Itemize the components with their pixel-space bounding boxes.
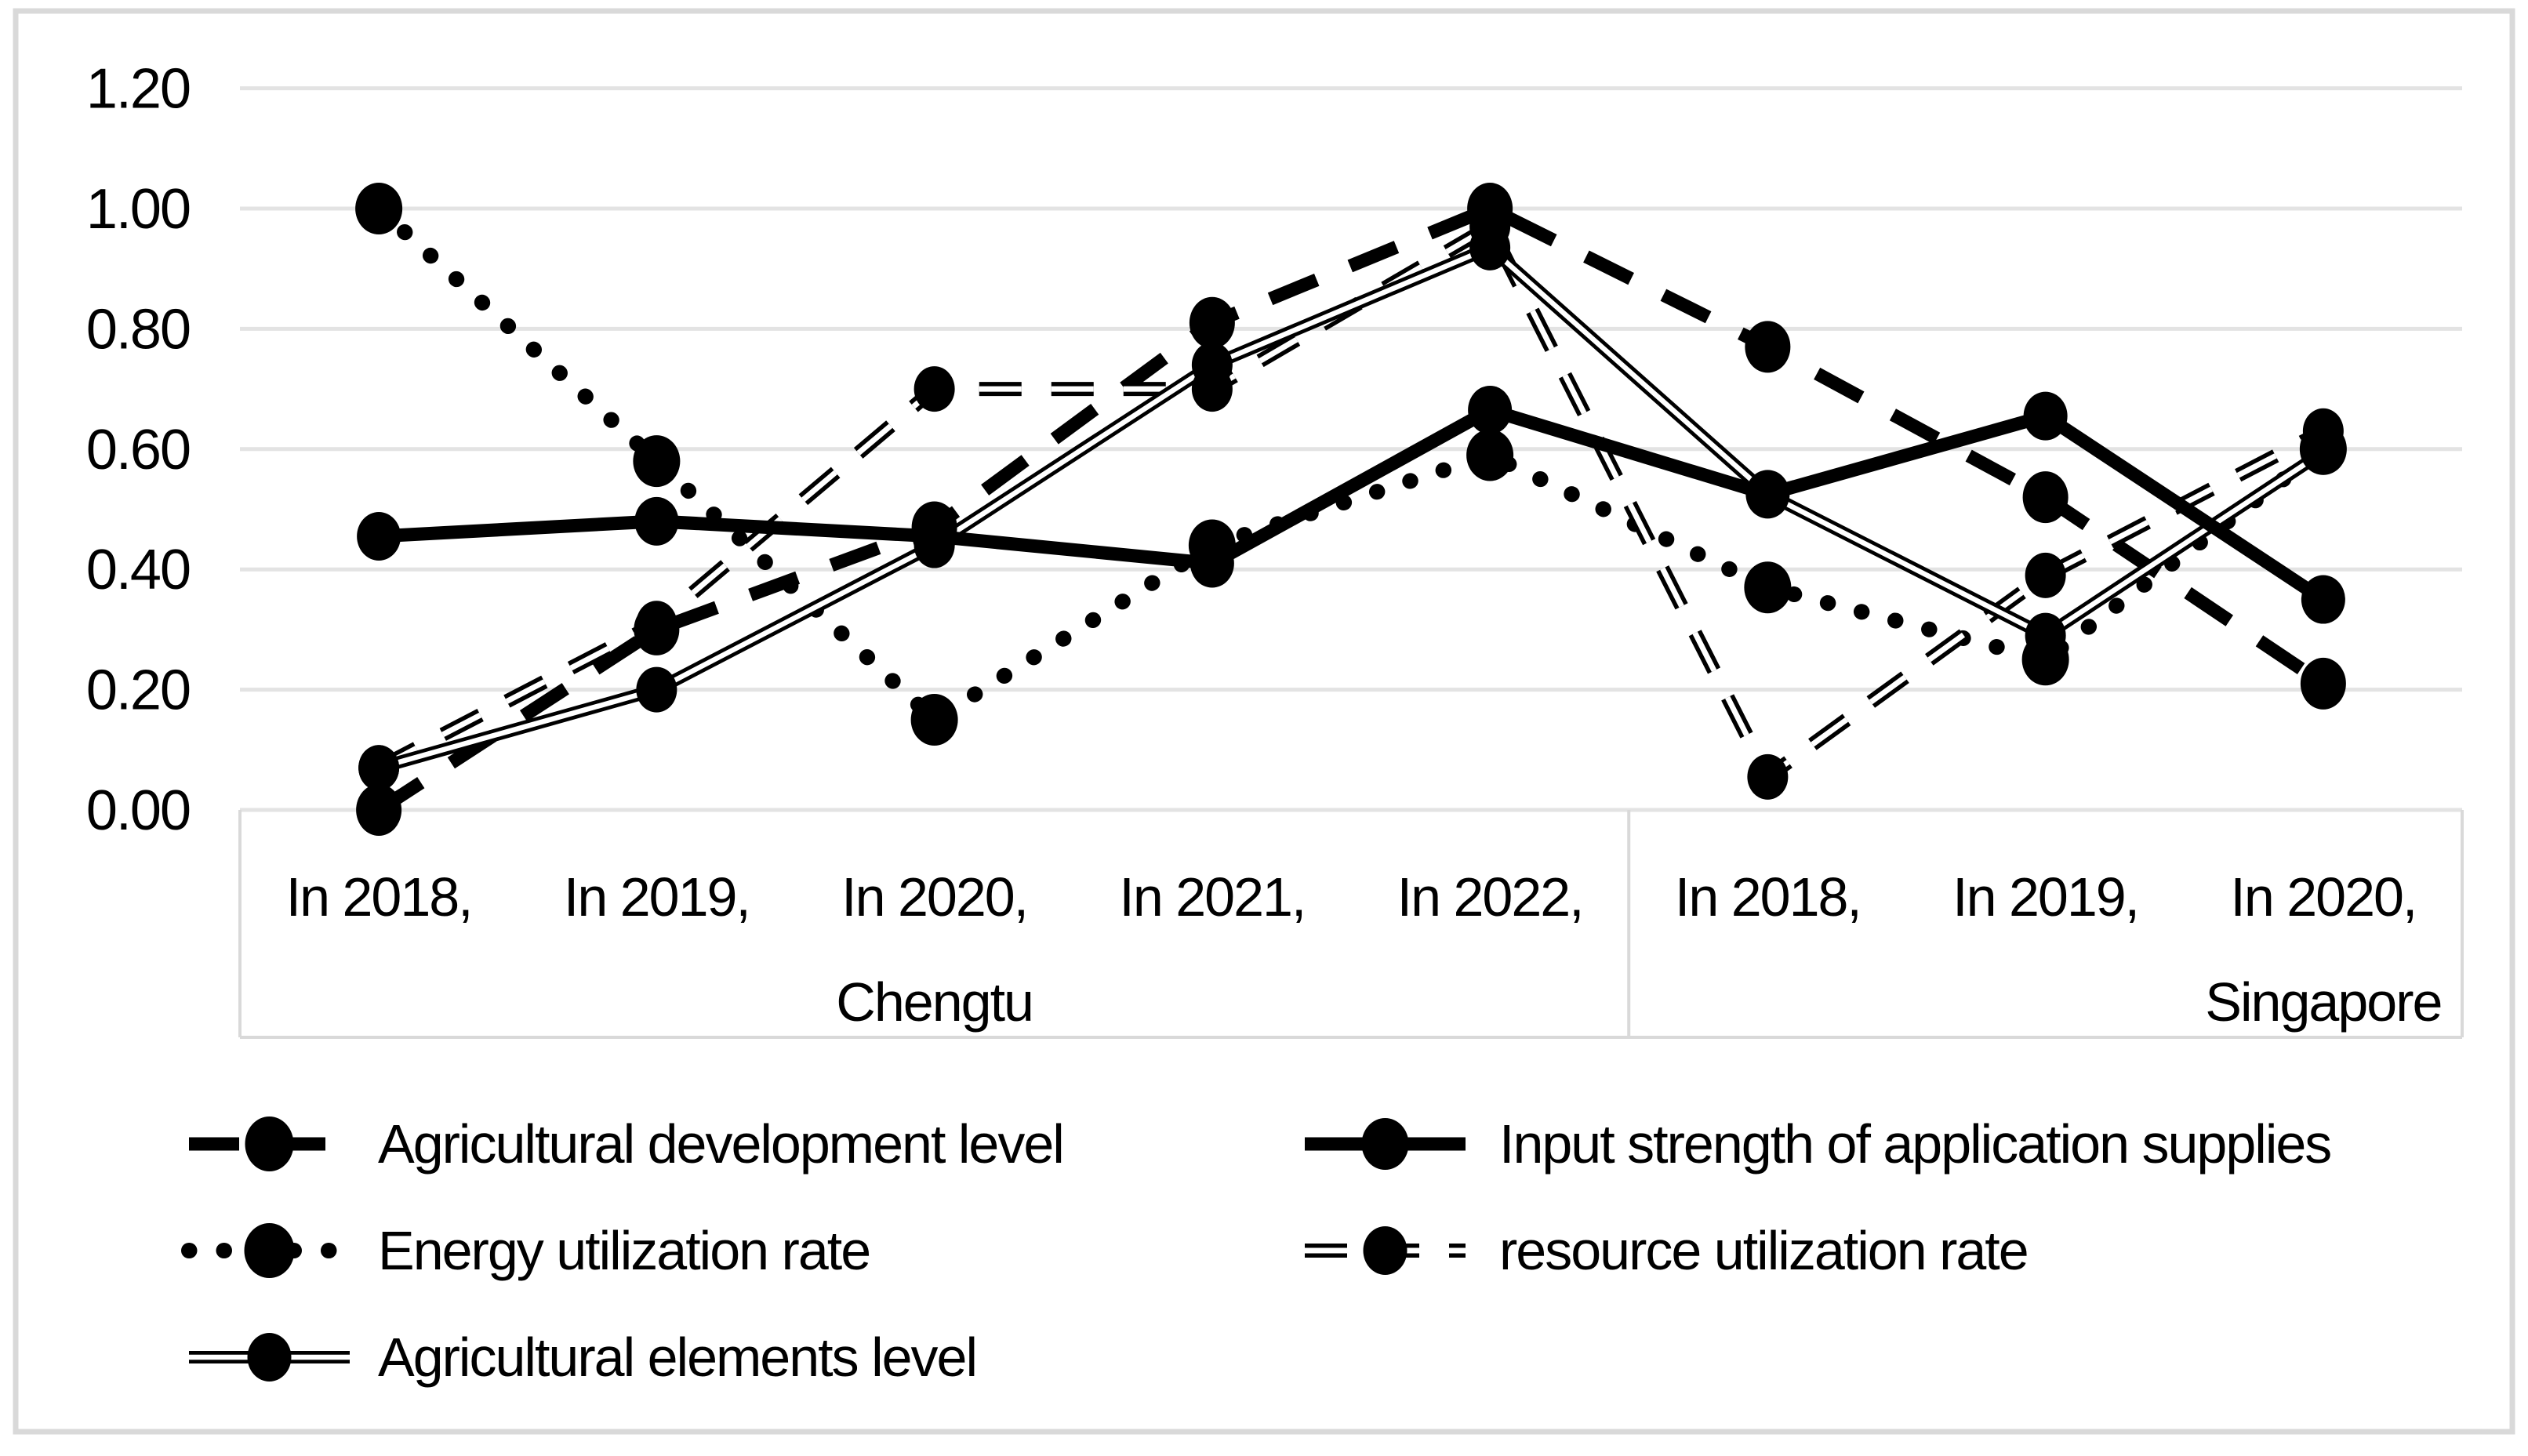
x-axis-category-label: In 2020,: [2230, 866, 2416, 928]
legend-label: resource utilization rate: [1499, 1220, 2028, 1281]
data-point-agricultural-elements-level: [1469, 224, 1511, 271]
x-axis-category-label: In 2019,: [564, 866, 750, 928]
energy-utilization-rate-legend-marker-icon: [244, 1223, 295, 1278]
data-point-resource-utilization-rate: [2025, 552, 2066, 598]
data-point-agricultural-elements-level: [1747, 471, 1789, 517]
series-line-input-strength-of-application-supplies: [378, 402, 2327, 605]
y-axis-tick-label: 0.20: [86, 659, 190, 722]
data-point-agricultural-elements-level: [913, 522, 955, 568]
x-axis-category-label: In 2020,: [841, 866, 1027, 928]
y-axis-tick-label: 1.20: [86, 58, 190, 121]
legend-item: resource utilization rate: [1305, 1220, 2029, 1281]
resource-utilization-rate-legend-marker-icon: [1363, 1226, 1407, 1275]
data-point-agricultural-development-level: [1189, 296, 1235, 349]
y-axis-tick-label: 1.00: [86, 178, 190, 241]
data-point-energy-utilization-rate: [1744, 561, 1792, 614]
data-point-energy-utilization-rate: [1188, 519, 1236, 572]
y-axis-tick-label: 0.80: [86, 298, 190, 361]
data-point-agricultural-development-level: [2022, 471, 2069, 524]
data-point-agricultural-development-level: [1745, 321, 1791, 373]
x-axis-category-label: In 2022,: [1397, 866, 1583, 928]
data-point-resource-utilization-rate: [913, 366, 955, 412]
data-point-input-strength-of-application-supplies: [2301, 575, 2345, 624]
data-point-input-strength-of-application-supplies: [357, 512, 401, 561]
x-axis-category-label: In 2019,: [1952, 866, 2138, 928]
data-point-agricultural-elements-level: [358, 745, 400, 791]
data-point-energy-utilization-rate: [355, 183, 403, 234]
legend-label: Agricultural elements level: [378, 1327, 976, 1388]
data-point-energy-utilization-rate: [633, 435, 681, 488]
data-point-input-strength-of-application-supplies: [1468, 385, 1513, 434]
legend-label: Input strength of application supplies: [1499, 1113, 2330, 1175]
series-line-energy-utilization-rate: [371, 201, 2331, 730]
legend-item: Agricultural development level: [189, 1113, 1065, 1175]
y-axis-tick-label: 0.60: [86, 419, 190, 481]
x-axis-category-label: In 2021,: [1119, 866, 1305, 928]
data-point-agricultural-elements-level: [2025, 612, 2066, 659]
data-point-agricultural-elements-level: [1191, 342, 1233, 388]
legend-item: Input strength of application supplies: [1305, 1113, 2332, 1175]
figure-border: [13, 8, 2515, 1435]
data-point-energy-utilization-rate: [1466, 429, 1514, 481]
legend-item: Agricultural elements level: [189, 1327, 978, 1388]
input-strength-of-application-supplies-legend-marker-icon: [1361, 1118, 1409, 1170]
agricultural-elements-level-legend-marker-icon: [247, 1333, 292, 1382]
data-point-input-strength-of-application-supplies: [2023, 391, 2068, 441]
series-line-agricultural-development-level: [375, 201, 2327, 816]
x-axis-category-label: In 2018,: [1675, 866, 1861, 928]
data-point-resource-utilization-rate: [1747, 753, 1789, 800]
data-point-agricultural-elements-level: [2302, 429, 2344, 475]
legend-label: Agricultural development level: [378, 1113, 1063, 1175]
y-axis-tick-label: 0.40: [86, 539, 190, 601]
data-point-resource-utilization-rate: [636, 601, 677, 647]
data-point-agricultural-development-level: [356, 784, 402, 836]
axis-group-label: Singapore: [2205, 971, 2441, 1033]
agricultural-development-level-legend-marker-icon: [245, 1117, 294, 1171]
y-axis-tick-label: 0.00: [86, 779, 190, 842]
axis-group-label: Chengtu: [836, 971, 1033, 1033]
data-point-agricultural-development-level: [2300, 657, 2346, 710]
legend-item: Energy utilization rate: [181, 1220, 871, 1281]
series-line-agricultural-elements-level-inner-stripe: [378, 245, 2325, 771]
legend-label: Energy utilization rate: [378, 1220, 870, 1281]
data-point-input-strength-of-application-supplies: [634, 496, 679, 546]
data-point-agricultural-elements-level: [636, 666, 677, 713]
x-axis-category-label: In 2018,: [286, 866, 472, 928]
data-point-energy-utilization-rate: [910, 693, 958, 746]
